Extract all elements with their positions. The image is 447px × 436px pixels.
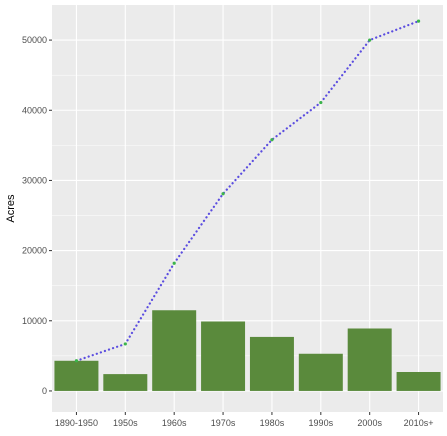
x-tick-label: 1990s xyxy=(309,418,334,428)
data-point xyxy=(123,342,127,346)
bar xyxy=(152,310,197,391)
bar xyxy=(396,372,441,391)
data-point xyxy=(74,359,79,363)
x-tick-label: 1980s xyxy=(260,418,285,428)
x-tick-label: 1950s xyxy=(113,418,138,428)
y-tick-label: 40000 xyxy=(22,105,47,115)
y-tick-label: 10000 xyxy=(22,316,47,326)
y-tick-label: 20000 xyxy=(22,246,47,256)
bar xyxy=(347,328,392,391)
y-axis: 0 10000 20000 30000 40000 50000 xyxy=(22,35,52,396)
bar xyxy=(201,321,246,391)
bar xyxy=(54,360,99,391)
y-axis-title: Acres xyxy=(5,194,17,223)
data-point xyxy=(221,192,225,196)
y-tick-label: 30000 xyxy=(22,175,47,185)
data-point xyxy=(416,19,421,23)
x-tick-label: 2010s+ xyxy=(404,418,434,428)
data-point xyxy=(368,38,372,42)
data-point xyxy=(270,138,274,142)
grid-lines xyxy=(52,5,443,412)
y-tick-label: 0 xyxy=(42,386,47,396)
y-tick-label: 50000 xyxy=(22,35,47,45)
x-tick-label: 1890-1950 xyxy=(55,418,98,428)
bar xyxy=(298,353,343,391)
cumulative-line xyxy=(74,19,421,363)
x-tick-label: 1970s xyxy=(211,418,236,428)
bar xyxy=(103,374,148,391)
data-point xyxy=(319,100,323,105)
x-tick-label: 1960s xyxy=(162,418,187,428)
x-axis: 1890-1950 1950s 1960s 1970s 1980s 1990s 2000s 2… xyxy=(55,412,434,428)
bar xyxy=(249,336,294,391)
series-line xyxy=(75,20,420,362)
data-point xyxy=(172,261,176,265)
x-tick-label: 2000s xyxy=(357,418,382,428)
bars xyxy=(54,310,441,391)
